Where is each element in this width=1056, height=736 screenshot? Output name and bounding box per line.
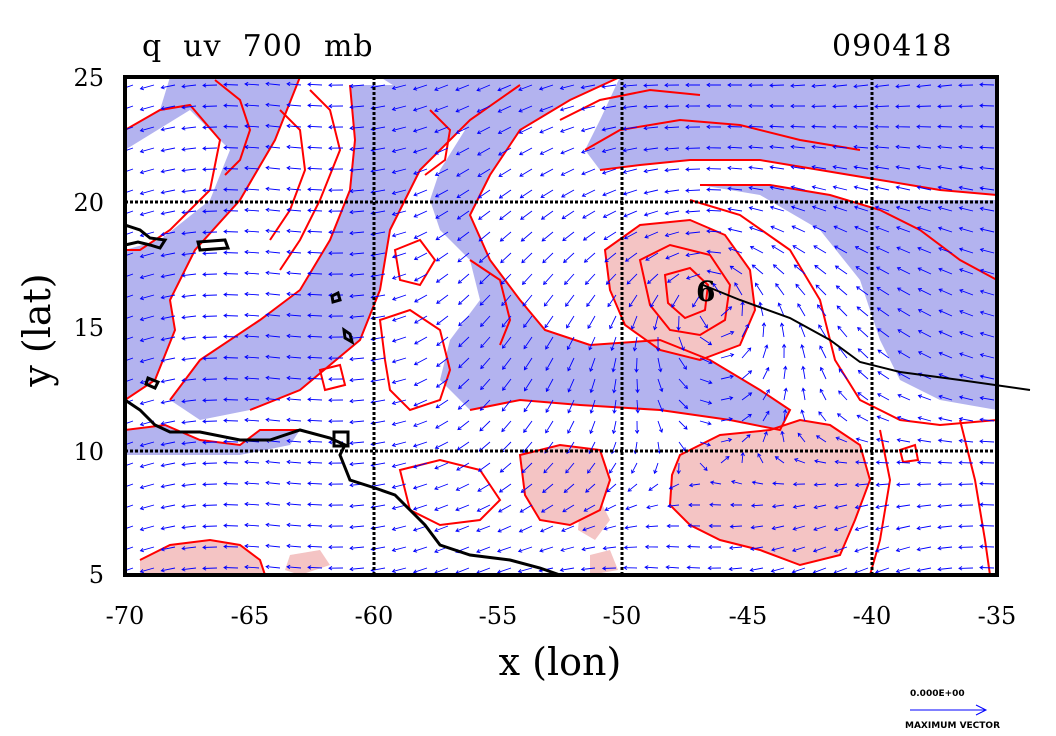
legend-magnitude: 0.000E+00 <box>910 689 965 699</box>
x-tick-label: -45 <box>729 602 768 630</box>
y-tick-label: 25 <box>73 64 104 92</box>
y-tick-label: 5 <box>89 561 104 589</box>
x-tick-label: -40 <box>853 602 892 630</box>
plot-area <box>125 77 997 575</box>
vector-legend: 0.000E+00 MAXIMUM VECTOR <box>905 689 1000 731</box>
y-tick-label: 10 <box>73 438 104 466</box>
x-tick-labels: -70 -65 -60 -55 -50 -45 -40 -35 <box>106 602 1017 630</box>
storm-symbol: 6 <box>696 275 715 308</box>
x-tick-label: -70 <box>106 602 145 630</box>
storm-track-line <box>702 284 1031 391</box>
x-tick-label: -55 <box>479 602 518 630</box>
grid-lines <box>125 77 997 575</box>
plot-frame <box>123 75 999 577</box>
x-tick-label: -65 <box>231 602 270 630</box>
x-tick-label: -50 <box>603 602 642 630</box>
x-axis-label: x (lon) <box>499 640 622 684</box>
legend-label: MAXIMUM VECTOR <box>905 721 1000 731</box>
y-tick-labels: 5 10 15 20 25 <box>73 64 104 589</box>
x-tick-label: -35 <box>978 602 1017 630</box>
timestamp-label: 090418 <box>832 29 953 64</box>
chart-title: q uv 700 mb <box>142 29 374 64</box>
legend-arrowhead <box>975 704 988 716</box>
y-axis-label: y (lat) <box>15 273 59 387</box>
coastline-layer <box>125 223 561 575</box>
y-tick-label: 15 <box>73 314 104 342</box>
y-tick-label: 20 <box>73 189 104 217</box>
x-tick-label: -60 <box>355 602 394 630</box>
